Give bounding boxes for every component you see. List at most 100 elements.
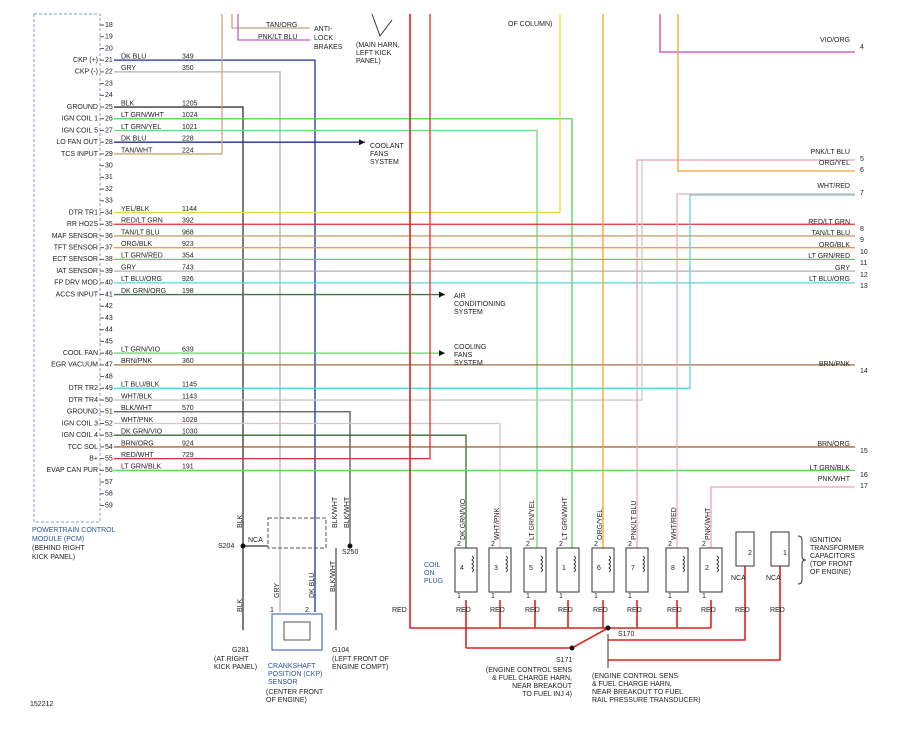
pin-label: 2 bbox=[628, 541, 632, 548]
wire-label: WHT/RED bbox=[671, 507, 678, 540]
connector-color: GRY bbox=[835, 265, 850, 272]
pin-number: 42 bbox=[105, 303, 113, 310]
note: (MAIN HARN, bbox=[356, 42, 400, 49]
pin-label: 2 bbox=[305, 607, 309, 614]
wire-color: RED/LT GRN bbox=[121, 218, 163, 225]
pin-label: DTR TR4 bbox=[69, 397, 99, 404]
wire-color: DK GRN/ORG bbox=[121, 288, 166, 295]
circuit-number: 923 bbox=[182, 241, 194, 248]
pin-number: 45 bbox=[105, 338, 113, 345]
pcm-location: KICK PANEL) bbox=[32, 554, 75, 561]
pin-label: FP DRV MOD bbox=[54, 280, 98, 287]
pin-label: DTR TR1 bbox=[69, 209, 99, 216]
circuit-number: 968 bbox=[182, 229, 194, 236]
nca-label: NCA bbox=[731, 575, 746, 582]
connector-number: 16 bbox=[860, 472, 868, 479]
wire bbox=[676, 193, 855, 548]
connector-number: 14 bbox=[860, 368, 868, 375]
pin-label: MAF SENSOR bbox=[52, 233, 98, 240]
connector-color: ORG/YEL bbox=[819, 160, 850, 167]
pin-label: 1 bbox=[559, 593, 563, 600]
splice-note: NEAR BREAKOUT bbox=[512, 683, 573, 690]
wire bbox=[231, 14, 310, 29]
connector-color: TAN/LT BLU bbox=[811, 230, 850, 237]
wire-label: ORG/YEL bbox=[597, 509, 604, 540]
pin-number: 36 bbox=[105, 233, 113, 240]
splice-dot bbox=[605, 625, 611, 631]
wire-label: PNK/WHT bbox=[705, 507, 712, 540]
pin-label: COOL FAN bbox=[63, 350, 98, 357]
pin-number: 56 bbox=[105, 467, 113, 474]
circuit-number: 191 bbox=[182, 464, 194, 471]
pin-label: 1 bbox=[628, 593, 632, 600]
pin-number: 57 bbox=[105, 479, 113, 486]
arrow bbox=[439, 350, 445, 357]
splice-dot bbox=[569, 645, 575, 651]
wire bbox=[608, 566, 781, 661]
splice-label: S170 bbox=[618, 631, 634, 638]
pin-number: 46 bbox=[105, 350, 113, 357]
pin-label: 2 bbox=[748, 550, 752, 557]
pcm-name: POWERTRAIN CONTROL bbox=[32, 527, 116, 534]
pin-label: 2 bbox=[457, 541, 461, 548]
connector-color: LT GRN/RED bbox=[808, 253, 850, 260]
pin-label: 1 bbox=[457, 593, 461, 600]
destination: FANS bbox=[370, 151, 389, 158]
connector-color: WHT/RED bbox=[817, 183, 850, 190]
wire-color: BRN/ORG bbox=[121, 440, 154, 447]
note: PANEL) bbox=[356, 58, 381, 65]
ground-label: G104 bbox=[332, 647, 349, 654]
pin-label: 1 bbox=[270, 607, 274, 614]
coil-number: 3 bbox=[494, 565, 498, 572]
pin-number: 28 bbox=[105, 139, 113, 146]
coil bbox=[625, 547, 649, 593]
circuit-number: 1143 bbox=[182, 393, 197, 400]
wire-label: RED bbox=[701, 607, 716, 614]
circuit-number: 360 bbox=[182, 358, 194, 365]
pin-label: DTR TR2 bbox=[69, 385, 99, 392]
connector-number: 10 bbox=[860, 249, 868, 256]
pin-number: 21 bbox=[105, 57, 113, 64]
sensor-location: OF ENGINE) bbox=[266, 697, 307, 704]
wire-label: RED bbox=[456, 607, 471, 614]
wire bbox=[608, 566, 746, 641]
connector-number: 15 bbox=[860, 448, 868, 455]
wire bbox=[114, 14, 431, 460]
wire-label: LT GRN/WHT bbox=[562, 496, 569, 540]
splice-label: S250 bbox=[342, 549, 358, 556]
pin-number: 38 bbox=[105, 256, 113, 263]
connector-number: 13 bbox=[860, 283, 868, 290]
splice-note: & FUEL CHARGE HARN, bbox=[592, 681, 672, 688]
splice-note: (ENGINE CONTROL SENS bbox=[592, 673, 678, 680]
wire-color: DK BLU bbox=[121, 54, 146, 61]
pin-number: 54 bbox=[105, 444, 113, 451]
pin-number: 20 bbox=[105, 45, 113, 52]
coil-number: 1 bbox=[562, 565, 566, 572]
wire bbox=[114, 160, 643, 401]
coil-number: 5 bbox=[529, 565, 533, 572]
wire-color: LT GRN/BLK bbox=[121, 464, 162, 471]
pin-number: 18 bbox=[105, 22, 113, 29]
pin-number: 55 bbox=[105, 455, 113, 462]
destination: SYSTEM bbox=[454, 360, 483, 367]
wire-color: LT GRN/VIO bbox=[121, 347, 161, 354]
destination: FANS bbox=[454, 352, 473, 359]
coil-number: 6 bbox=[597, 565, 601, 572]
pin-number: 33 bbox=[105, 198, 113, 205]
circuit-number: 1021 bbox=[182, 124, 198, 131]
destination: BRAKES bbox=[314, 44, 343, 51]
pin-label: IAT SENSOR bbox=[56, 268, 98, 275]
coil bbox=[488, 547, 512, 593]
capacitor-name: (TOP FRONT bbox=[810, 561, 853, 568]
pin-label: ECT SENSOR bbox=[53, 256, 98, 263]
wire-label: BLK bbox=[237, 598, 244, 612]
pin-label: TFT SENSOR bbox=[54, 245, 98, 252]
ckp-sensor-inner bbox=[283, 621, 311, 641]
coil-label: COIL bbox=[424, 562, 440, 569]
pin-number: 31 bbox=[105, 174, 113, 181]
coil-winding bbox=[573, 555, 576, 573]
pin-number: 34 bbox=[105, 209, 113, 216]
wire bbox=[636, 159, 855, 548]
capacitor-name: TRANSFORMER bbox=[810, 545, 864, 552]
pin-number: 47 bbox=[105, 362, 113, 369]
